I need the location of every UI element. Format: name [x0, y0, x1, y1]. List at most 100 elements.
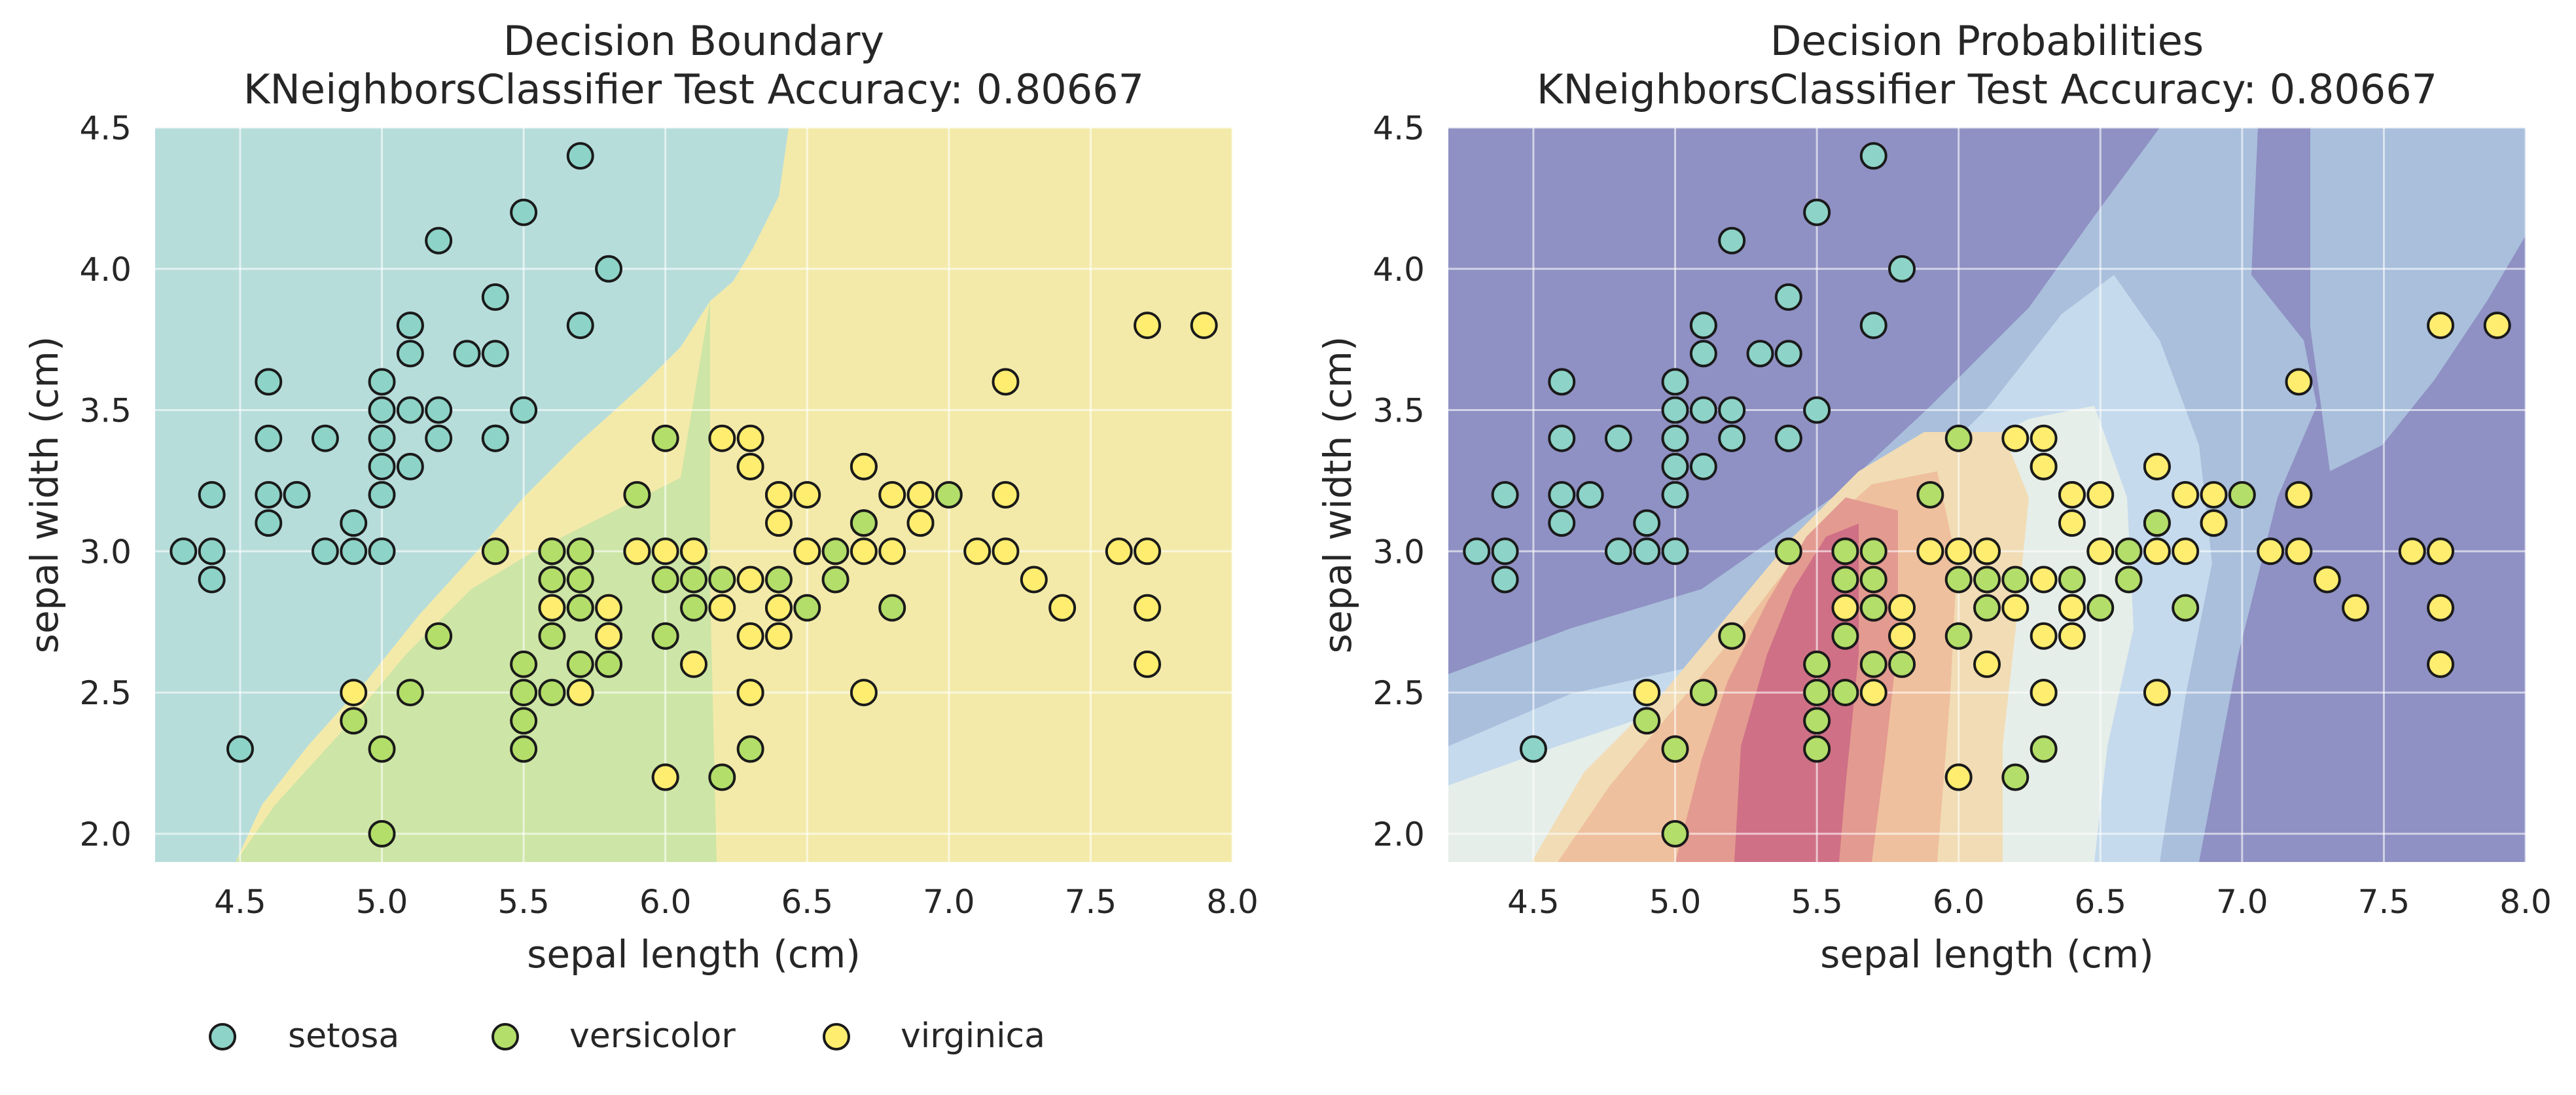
right-xtick: 5.5	[1791, 883, 1843, 921]
left-point-versicolor	[538, 565, 566, 594]
right-ytick: 4.5	[1372, 109, 1425, 147]
right-point-versicolor	[1831, 537, 1859, 565]
right-point-versicolor	[1944, 424, 1973, 452]
right-points	[1463, 142, 2511, 848]
right-xtick: 5.0	[1649, 883, 1702, 921]
left-point-virginica	[764, 509, 793, 537]
right-point-virginica	[2030, 452, 2058, 480]
left-point-setosa	[425, 226, 453, 255]
left-point-virginica	[992, 368, 1020, 396]
left-point-versicolor	[680, 594, 707, 622]
left-point-virginica	[680, 537, 707, 565]
left-point-setosa	[368, 368, 396, 396]
left-point-virginica	[1048, 594, 1077, 622]
legend-label-virginica: virginica	[901, 1016, 1045, 1056]
left-point-versicolor	[651, 565, 679, 594]
left-point-virginica	[1134, 650, 1162, 678]
left-xtick: 5.5	[497, 883, 550, 921]
right-point-setosa	[1604, 424, 1632, 452]
right-point-versicolor	[1718, 622, 1746, 650]
left-point-virginica	[340, 679, 368, 707]
right-point-versicolor	[2228, 481, 2256, 509]
left-subtitle: KNeighborsClassifier Test Accuracy: 0.80…	[243, 65, 1144, 113]
left-point-virginica	[793, 481, 821, 509]
left-point-virginica	[764, 481, 793, 509]
right-title: Decision Probabilities	[1770, 17, 2204, 65]
left-point-setosa	[481, 283, 509, 311]
left-point-versicolor	[708, 763, 736, 791]
left-point-virginica	[850, 452, 878, 480]
right-point-virginica	[2143, 452, 2171, 480]
left-point-versicolor	[566, 594, 594, 622]
left-xtick: 7.5	[1065, 883, 1117, 921]
right-point-setosa	[1888, 255, 1916, 283]
left-point-setosa	[226, 735, 254, 763]
left-point-virginica	[1134, 312, 1162, 340]
right-point-setosa	[1661, 452, 1689, 480]
left-point-setosa	[510, 396, 538, 424]
left-point-setosa	[255, 509, 283, 537]
left-ytick: 3.5	[79, 392, 132, 430]
right-point-virginica	[2030, 679, 2058, 707]
right-point-virginica	[2285, 368, 2313, 396]
right-point-versicolor	[2001, 565, 2030, 594]
right-point-setosa	[1859, 312, 1887, 340]
right-point-versicolor	[1973, 594, 2001, 622]
left-point-virginica	[736, 679, 764, 707]
left-point-virginica	[1105, 537, 1133, 565]
right-point-virginica	[2030, 565, 2058, 594]
left-point-virginica	[595, 594, 623, 622]
left-point-versicolor	[510, 679, 538, 707]
left-point-setosa	[255, 481, 283, 509]
right-point-versicolor	[1831, 565, 1859, 594]
right-point-versicolor	[1803, 707, 1831, 735]
left-xtick: 7.0	[923, 883, 975, 921]
left-point-virginica	[595, 622, 623, 650]
right-x-axis-label: sepal length (cm)	[1820, 932, 2154, 977]
right-point-versicolor	[1916, 481, 1944, 509]
left-y-ticks: 2.0 2.5 3.0 3.5 4.0 4.5	[79, 109, 132, 853]
right-point-virginica	[2342, 594, 2370, 622]
right-point-versicolor	[2001, 763, 2030, 791]
left-point-virginica	[906, 481, 935, 509]
left-point-virginica	[736, 622, 764, 650]
left-point-versicolor	[510, 735, 538, 763]
legend-label-versicolor: versicolor	[569, 1016, 736, 1056]
decision-probabilities-panel: Decision Probabilities KNeighborsClassif…	[1315, 17, 2552, 977]
left-point-setosa	[425, 396, 453, 424]
right-point-setosa	[1689, 452, 1717, 480]
left-point-virginica	[680, 650, 707, 678]
left-point-virginica	[850, 679, 878, 707]
left-point-virginica	[1134, 537, 1162, 565]
legend-entry-versicolor: versicolor	[492, 1016, 736, 1056]
right-point-setosa	[1661, 481, 1689, 509]
legend: setosa versicolor virginica	[209, 1016, 1045, 1056]
right-xtick: 6.5	[2074, 883, 2126, 921]
right-point-virginica	[2398, 537, 2426, 565]
left-point-versicolor	[623, 481, 651, 509]
left-point-versicolor	[935, 481, 963, 509]
right-point-virginica	[2058, 622, 2086, 650]
right-point-virginica	[2143, 537, 2171, 565]
left-xtick: 8.0	[1206, 883, 1259, 921]
left-points	[170, 142, 1218, 848]
left-point-setosa	[595, 255, 623, 283]
left-xtick: 6.0	[639, 883, 692, 921]
left-point-versicolor	[821, 537, 850, 565]
right-point-versicolor	[1859, 650, 1887, 678]
right-point-setosa	[1576, 481, 1604, 509]
right-point-setosa	[1548, 509, 1576, 537]
legend-marker-virginica	[823, 1023, 850, 1050]
left-point-setosa	[255, 368, 283, 396]
right-xtick: 7.5	[2358, 883, 2410, 921]
right-point-versicolor	[2030, 735, 2058, 763]
left-point-versicolor	[538, 679, 566, 707]
right-point-setosa	[1548, 481, 1576, 509]
right-point-virginica	[2200, 509, 2228, 537]
left-point-virginica	[651, 763, 679, 791]
right-point-setosa	[1718, 396, 1746, 424]
right-point-virginica	[2285, 537, 2313, 565]
right-point-versicolor	[1774, 537, 1802, 565]
left-point-setosa	[396, 452, 424, 480]
left-point-virginica	[764, 622, 793, 650]
